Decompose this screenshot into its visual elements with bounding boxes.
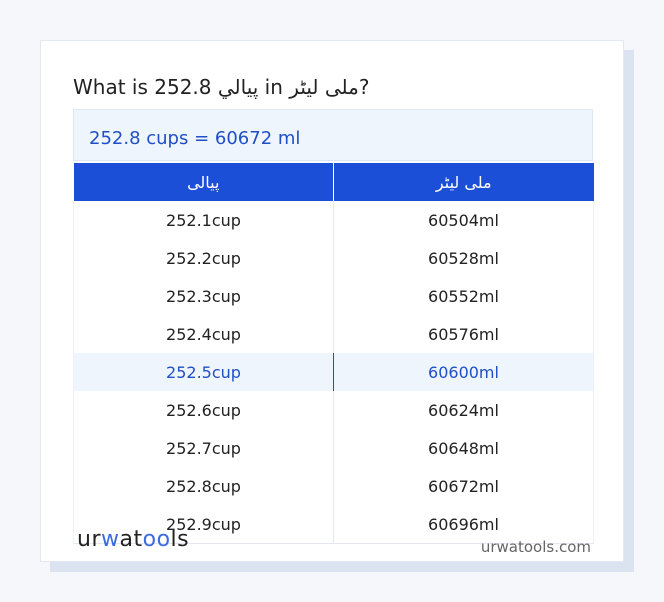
cup-cell: 252.2cup xyxy=(166,248,241,268)
cup-cell: 252.5cup xyxy=(73,353,334,391)
cup-cell: 252.1cup xyxy=(166,210,241,230)
conversion-result: 252.8 cups = 60672 ml xyxy=(73,109,593,161)
cup-cell: 252.9cup xyxy=(73,505,334,544)
table-row: 252.1cup 60504ml xyxy=(74,201,594,239)
table-row: 252.7cup 60648ml xyxy=(74,429,594,467)
ml-cell: 60576ml xyxy=(333,315,594,353)
column-header-ml: ملی لیٹر xyxy=(333,163,594,201)
ml-cell: 60504ml xyxy=(333,201,594,239)
ml-cell: 60672ml xyxy=(333,467,594,505)
table-row: 252.9cup 60696ml xyxy=(73,505,594,544)
ml-cell: 60600ml xyxy=(333,353,594,391)
column-header-cups: پیالی xyxy=(73,163,334,201)
cup-cell: 252.4cup xyxy=(166,324,241,344)
site-url[interactable]: urwatools.com xyxy=(480,538,591,556)
table-row: 252.5cup 60600ml xyxy=(73,353,594,391)
cup-cell: 252.7cup xyxy=(166,438,241,458)
page-title: What is 252.8 پیالي in ملی لیٹر? xyxy=(73,75,370,99)
conversion-card: What is 252.8 پیالي in ملی لیٹر? 252.8 c… xyxy=(40,40,624,562)
cup-cell: 252.6cup xyxy=(166,400,241,420)
ml-cell: 60624ml xyxy=(333,391,594,429)
conversion-table: پیالی ملی لیٹر 252.1cup 60504ml 252.2cup 60… xyxy=(73,163,594,544)
table-row: 252.4cup 60576ml xyxy=(74,315,594,353)
table-row: 252.8cup 60672ml xyxy=(74,467,594,505)
ml-cell: 60552ml xyxy=(333,277,594,315)
cup-cell: 252.8cup xyxy=(166,476,241,496)
table-row: 252.6cup 60624ml xyxy=(74,391,594,429)
urwatools-logo[interactable]: urwatools xyxy=(77,527,190,552)
table-row: 252.3cup 60552ml xyxy=(74,277,594,315)
table-row: 252.2cup 60528ml xyxy=(74,239,594,277)
ml-cell: 60528ml xyxy=(333,239,594,277)
ml-cell: 60648ml xyxy=(333,429,594,467)
cup-cell: 252.3cup xyxy=(166,286,241,306)
ml-cell: 60696ml xyxy=(333,505,594,544)
